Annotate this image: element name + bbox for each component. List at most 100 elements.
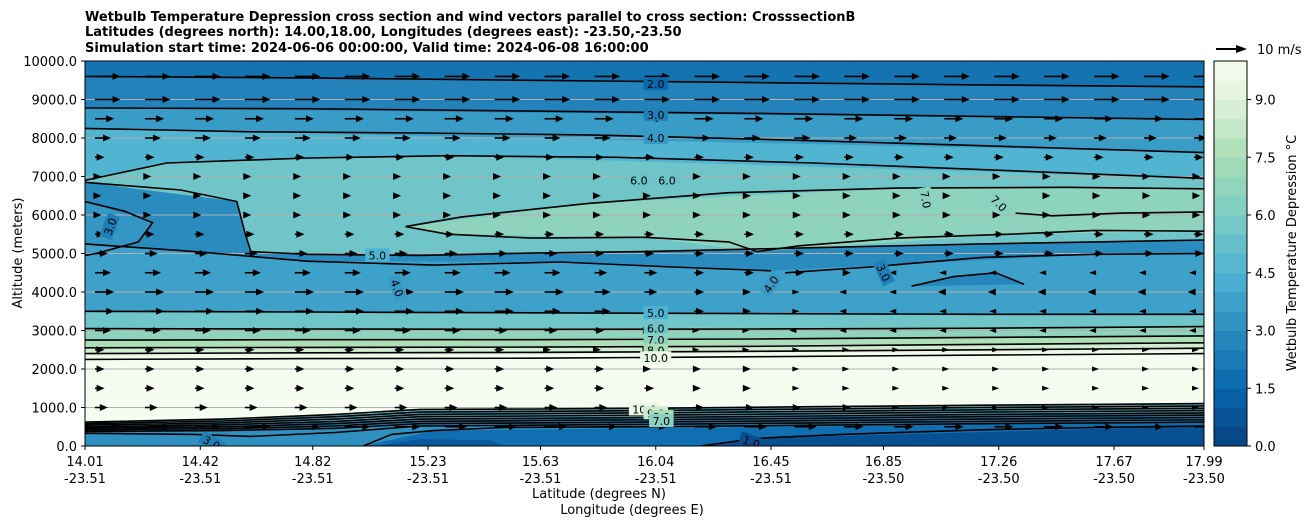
- contour-line-10: [785, 252, 1204, 274]
- wind-vector-0-1: [144, 72, 171, 80]
- wind-vector-head: [412, 423, 421, 431]
- wind-vector-10-0: [95, 269, 111, 277]
- wind-vector-9-3: [244, 250, 258, 257]
- y-axis-label: Altitude (meters): [11, 198, 26, 309]
- wind-vector-1-4: [294, 96, 321, 103]
- wind-vector-0-4: [294, 72, 321, 80]
- wind-vector-6-9: [542, 192, 551, 200]
- colorbar-swatch-18: [1214, 80, 1247, 100]
- wind-vector-11-15: [839, 289, 847, 295]
- contour-label-text: 5.0: [369, 249, 387, 262]
- wind-vector-5-13: [742, 173, 751, 180]
- wind-vector-3-8: [494, 134, 511, 142]
- wind-vector-head: [306, 115, 315, 123]
- wind-vector-5-20: [1092, 173, 1101, 180]
- wind-vector-12-6: [394, 307, 414, 315]
- wind-vector-5-15: [842, 173, 851, 180]
- wind-vector-11-0: [95, 288, 115, 296]
- wind-vector-0-17: [944, 72, 970, 80]
- colorbar-swatch-9: [1214, 253, 1247, 274]
- wind-vector-head: [792, 289, 800, 295]
- wind-vector-head: [1111, 96, 1120, 103]
- wind-vector-head: [605, 115, 614, 123]
- wind-vector-head: [296, 230, 305, 238]
- wind-vector-13-3: [244, 327, 261, 334]
- wind-vector-5-8: [493, 173, 502, 180]
- wind-vector-head: [1095, 153, 1104, 161]
- wind-vector-5-18: [992, 173, 1001, 180]
- wind-vector-0-18: [994, 72, 1020, 80]
- wind-vector-head: [405, 307, 414, 315]
- wind-vector-head: [945, 153, 954, 161]
- wind-vector-12-3: [244, 307, 265, 315]
- wind-vector-head: [206, 288, 215, 296]
- wind-vector-18-21: [1144, 423, 1164, 431]
- wind-vector-head: [892, 211, 901, 219]
- wind-vector-head: [296, 346, 305, 354]
- x-tick-lat-9: 17.67: [1095, 455, 1132, 470]
- wind-vector-head: [849, 134, 858, 142]
- colorbar-swatch-16: [1214, 118, 1247, 139]
- wind-vector-head: [855, 115, 864, 123]
- wind-vector-13-6: [394, 327, 411, 334]
- wind-vector-head: [402, 327, 411, 334]
- wind-vector-head: [405, 115, 414, 123]
- wind-vector-head: [795, 153, 804, 161]
- wind-vector-head: [758, 423, 767, 431]
- wind-vector-head: [792, 385, 800, 391]
- wind-vector-head: [596, 384, 605, 392]
- wind-vector-head: [1089, 328, 1097, 333]
- title-line-3: Simulation start time: 2024-06-06 00:00:…: [85, 41, 649, 56]
- wind-vector-head: [542, 173, 551, 180]
- wind-vector-head: [696, 269, 705, 277]
- wind-vector-head: [955, 423, 964, 431]
- wind-vector-10-18: [989, 270, 997, 276]
- contour-line-6: [405, 225, 1204, 253]
- wind-vector-head: [1142, 405, 1150, 410]
- wind-vector-head: [143, 173, 152, 180]
- wind-vector-15-8: [494, 365, 505, 373]
- wind-vector-10-17: [939, 270, 947, 276]
- wind-vector-14-3: [244, 346, 255, 354]
- wind-vector-head: [1155, 423, 1164, 431]
- wind-vector-9-17: [944, 250, 954, 257]
- wind-vector-6-16: [892, 192, 901, 200]
- colorbar-tick-label-3: 4.5: [1255, 267, 1276, 282]
- wind-vector-5-4: [293, 173, 302, 180]
- y-tick-label-4: 4000.0: [32, 286, 78, 301]
- wind-vector-head: [246, 230, 255, 238]
- wind-vector-head: [296, 153, 305, 161]
- wind-vector-14-13: [742, 347, 750, 353]
- wind-vector-4-12: [694, 153, 705, 161]
- wind-vector-3-15: [844, 134, 858, 142]
- wind-vector-7-16: [892, 211, 901, 219]
- contour-label-3: 6.0: [626, 173, 652, 187]
- wind-vector-4-14: [794, 153, 804, 161]
- wind-vector-12-22: [1189, 308, 1196, 314]
- wind-vector-head: [995, 250, 1004, 257]
- wind-vector-head: [992, 347, 1000, 353]
- title-line-2: Latitudes (degrees north): 14.00,18.00, …: [85, 25, 682, 40]
- wind-vector-head: [106, 307, 115, 315]
- wind-vector-head: [505, 288, 514, 296]
- wind-vector-head: [212, 72, 221, 80]
- wind-vector-head: [199, 404, 208, 411]
- colorbar-swatch-17: [1214, 99, 1247, 120]
- wind-vector-head: [1092, 385, 1100, 391]
- wind-vector-head: [992, 173, 1001, 180]
- wind-vector-2-21: [1144, 115, 1164, 123]
- wind-vector-head: [792, 404, 801, 411]
- wind-vector-head: [1145, 153, 1154, 161]
- wind-vector-head: [156, 288, 165, 296]
- contour-label-bg: [626, 173, 652, 187]
- wind-vector-2-22: [1194, 117, 1204, 120]
- wind-vector-head: [746, 269, 755, 277]
- wind-vector-head: [911, 72, 920, 80]
- wind-vector-1-9: [544, 96, 571, 103]
- wind-vector-head: [1045, 230, 1054, 238]
- wind-vector-4-16: [894, 153, 904, 161]
- contour-label-text: 4.0: [388, 278, 406, 299]
- colorbar-tick-label-5: 7.5: [1255, 151, 1276, 166]
- wind-vector-8-22: [1194, 230, 1204, 238]
- wind-vector-head: [1139, 270, 1147, 276]
